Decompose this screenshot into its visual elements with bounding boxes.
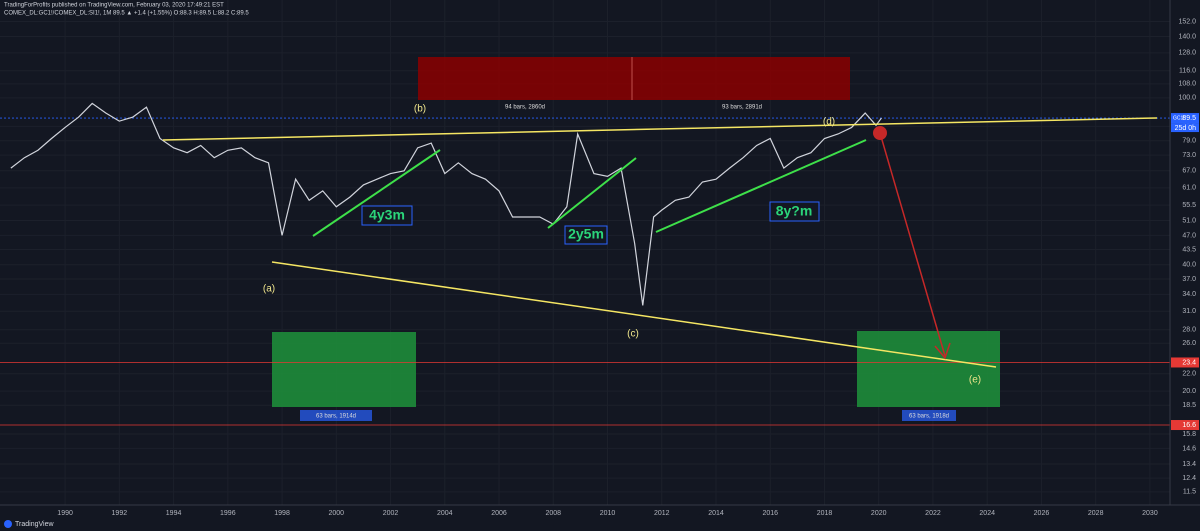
x-tick-label: 2024 bbox=[979, 510, 995, 517]
label-box bbox=[300, 410, 372, 421]
x-tick-label: 2020 bbox=[871, 510, 887, 517]
x-tick-label: 2008 bbox=[545, 510, 561, 517]
trend-line bbox=[312, 149, 441, 237]
y-tick-label: 11.5 bbox=[1183, 489, 1196, 496]
y-tick-label: 15.8 bbox=[1182, 431, 1196, 438]
x-tick-label: 2000 bbox=[329, 510, 345, 517]
y-tick-label: 61.0 bbox=[1182, 185, 1196, 192]
x-tick-label: 2010 bbox=[600, 510, 616, 517]
x-tick-label: 2004 bbox=[437, 510, 453, 517]
x-tick-label: 2002 bbox=[383, 510, 399, 517]
x-tick-label: 1990 bbox=[57, 510, 73, 517]
wave-label: (a) bbox=[263, 284, 275, 295]
y-tick-label: 108.0 bbox=[1178, 81, 1196, 88]
x-tick-label: 2022 bbox=[925, 510, 941, 517]
y-tick-label: 40.0 bbox=[1182, 262, 1196, 269]
axes: 152.0140.0128.0116.0108.0100.085.579.073… bbox=[57, 18, 1199, 517]
y-tick-label: 14.6 bbox=[1182, 445, 1196, 452]
brand: TradingView bbox=[15, 521, 54, 528]
y-tick-label: 140.0 bbox=[1178, 33, 1196, 40]
y-tick-label: 79.0 bbox=[1182, 138, 1196, 145]
y-tick-label: 51.0 bbox=[1182, 217, 1196, 224]
price-tag bbox=[1171, 357, 1199, 368]
y-tick-label: 47.0 bbox=[1182, 232, 1196, 239]
price-tag bbox=[1171, 420, 1199, 431]
label-box bbox=[769, 201, 820, 222]
x-tick-label: 2012 bbox=[654, 510, 670, 517]
span-label: 2y5m bbox=[568, 226, 604, 242]
y-tick-label: 55.5 bbox=[1182, 202, 1196, 209]
x-tick-label: 1994 bbox=[166, 510, 182, 517]
range-label: 94 bars, 2860d bbox=[505, 105, 545, 111]
y-tick-label: 31.0 bbox=[1182, 308, 1196, 315]
label-box bbox=[564, 225, 608, 245]
date-range-box bbox=[418, 57, 850, 100]
date-range-box bbox=[272, 332, 416, 407]
y-tick-label: 26.0 bbox=[1182, 340, 1196, 347]
x-tick-label: 1998 bbox=[274, 510, 290, 517]
y-tick-label: 128.0 bbox=[1178, 50, 1196, 57]
x-tick-label: 2016 bbox=[762, 510, 778, 517]
trend-line bbox=[271, 261, 997, 368]
date-range-box bbox=[857, 331, 1000, 407]
x-tick-label: 2006 bbox=[491, 510, 507, 517]
y-tick-label: 34.0 bbox=[1182, 291, 1196, 298]
y-tick-label: 18.5 bbox=[1182, 402, 1196, 409]
x-tick-label: 2026 bbox=[1034, 510, 1050, 517]
countdown: 25d 0h bbox=[1175, 125, 1197, 132]
label-box bbox=[361, 205, 413, 226]
countdown-tag bbox=[1171, 123, 1199, 133]
symbol-line: COMEX_DL:GC1!/COMEX_DL:SI1!, 1M 89.5 ▲ +… bbox=[4, 11, 249, 17]
x-tick-label: 1992 bbox=[112, 510, 128, 517]
x-tick-label: 2018 bbox=[817, 510, 833, 517]
trend-line bbox=[162, 117, 1158, 141]
label-box bbox=[902, 410, 956, 421]
author-line: TradingForProfits published on TradingVi… bbox=[4, 3, 224, 9]
price-tag-name: GC1! bbox=[1173, 115, 1185, 121]
y-tick-label: 43.5 bbox=[1182, 246, 1196, 253]
y-tick-label: 12.4 bbox=[1182, 475, 1196, 482]
range-label: 93 bars, 2891d bbox=[722, 105, 762, 111]
y-tick-label: 37.0 bbox=[1182, 276, 1196, 283]
y-tick-label: 67.0 bbox=[1182, 168, 1196, 175]
range-label: 63 bars, 1914d bbox=[316, 414, 356, 420]
trend-line bbox=[547, 157, 637, 229]
y-tick-label: 73.0 bbox=[1182, 152, 1196, 159]
price-tag-label: 23.4 bbox=[1182, 359, 1196, 366]
y-tick-label: 116.0 bbox=[1179, 68, 1196, 75]
arrow-head bbox=[934, 342, 951, 360]
y-tick-label: 22.0 bbox=[1182, 371, 1196, 378]
x-tick-label: 2030 bbox=[1142, 510, 1158, 517]
plot bbox=[0, 102, 1170, 426]
wave-label: (e) bbox=[969, 375, 981, 386]
y-tick-label: 152.0 bbox=[1178, 18, 1196, 25]
y-tick-label: 13.4 bbox=[1182, 461, 1196, 468]
y-tick-label: 100.0 bbox=[1178, 95, 1196, 102]
x-tick-label: 2014 bbox=[708, 510, 724, 517]
price-tag bbox=[1171, 113, 1199, 124]
y-tick-label: 20.0 bbox=[1182, 388, 1196, 395]
arrow bbox=[879, 132, 946, 357]
trend-line bbox=[655, 139, 867, 233]
y-tick-label: 28.0 bbox=[1182, 327, 1196, 334]
price-tag-label: 16.6 bbox=[1182, 422, 1196, 429]
wave-label: (c) bbox=[627, 329, 639, 340]
span-label: 8y?m bbox=[776, 203, 813, 219]
price-tag-label: 89.5 bbox=[1182, 115, 1196, 122]
x-tick-label: 1996 bbox=[220, 510, 236, 517]
wave-label: (d) bbox=[823, 117, 835, 128]
span-label: 4y3m bbox=[369, 207, 405, 223]
price-line-series bbox=[10, 102, 882, 306]
wave-label: (b) bbox=[414, 104, 426, 115]
range-label: 63 bars, 1918d bbox=[909, 414, 949, 420]
x-tick-label: 2028 bbox=[1088, 510, 1104, 517]
logo bbox=[4, 520, 12, 528]
